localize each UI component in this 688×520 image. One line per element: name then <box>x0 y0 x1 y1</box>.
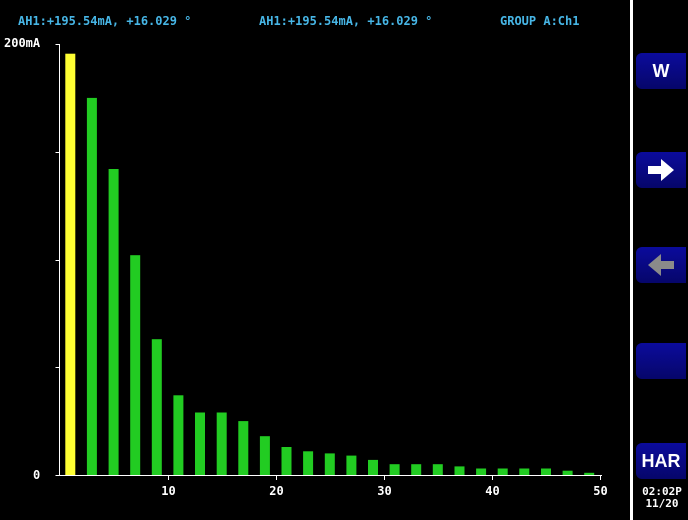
softkey-w-label: W <box>652 60 670 81</box>
harmonic-bar <box>368 459 378 475</box>
harmonic-bar <box>281 447 292 475</box>
harmonic-bar <box>195 412 205 475</box>
harmonic-bar <box>130 255 141 475</box>
harmonic-bar <box>324 453 335 475</box>
x-tick-label: 20 <box>269 484 283 498</box>
chart-bars <box>65 53 595 476</box>
y-bottom-label: 0 <box>33 468 40 482</box>
harmonic-bar <box>303 451 314 475</box>
x-tick-label: 10 <box>161 484 175 498</box>
arrow-left-icon <box>648 254 674 276</box>
harmonic-readout-1: AH1:+195.54mA, +16.029 ° <box>18 14 192 28</box>
clock-date: 11/20 <box>645 497 679 510</box>
header-bar: AH1:+195.54mA, +16.029 ° AH1:+195.54mA, … <box>0 14 628 30</box>
softkey-next-button[interactable] <box>636 152 686 188</box>
clock-time: 02:02P <box>642 485 682 498</box>
harmonic-bar <box>108 169 119 475</box>
harmonic-bar <box>86 97 97 476</box>
harmonic-bar <box>562 470 573 475</box>
x-tick-label: 30 <box>377 484 391 498</box>
harmonic-bar <box>519 468 530 475</box>
arrow-right-icon <box>648 159 674 181</box>
harmonic-bar <box>151 339 162 475</box>
softkey-w-button[interactable]: W <box>636 53 686 89</box>
harmonic-bar <box>173 395 184 475</box>
harmonic-bar <box>497 468 508 475</box>
softkey-har-label: HAR <box>641 450 681 471</box>
x-tick-label: 40 <box>485 484 499 498</box>
softkey-har-button[interactable]: HAR <box>636 443 686 479</box>
harmonic-bar <box>432 464 443 475</box>
chart-axes <box>55 44 602 480</box>
x-tick-label: 50 <box>593 484 607 498</box>
harmonic-bar-chart: 10 20 30 40 50 200mA 0 <box>4 36 608 498</box>
chart-labels: 10 20 30 40 50 200mA 0 <box>4 36 608 498</box>
harmonic-bar <box>389 464 400 475</box>
softkey-divider <box>630 0 633 520</box>
harmonic-bar <box>584 472 595 475</box>
harmonic-bar <box>259 436 270 475</box>
harmonic-bar <box>238 421 249 475</box>
harmonic-bar <box>454 466 465 475</box>
y-top-label: 200mA <box>4 36 41 50</box>
fundamental-bar <box>65 53 76 475</box>
harmonic-readout-2: AH1:+195.54mA, +16.029 ° <box>259 14 433 28</box>
harmonic-bar <box>411 464 422 475</box>
harmonic-bar <box>216 412 227 475</box>
clock: 02:02P 11/20 <box>636 486 688 510</box>
harmonic-bar <box>346 455 357 475</box>
harmonic-bar <box>476 468 487 475</box>
softkey-blank-button[interactable] <box>636 343 686 379</box>
harmonic-bar <box>541 468 551 475</box>
group-channel-label: GROUP A:Ch1 <box>500 14 580 28</box>
softkey-prev-button[interactable] <box>636 247 686 283</box>
